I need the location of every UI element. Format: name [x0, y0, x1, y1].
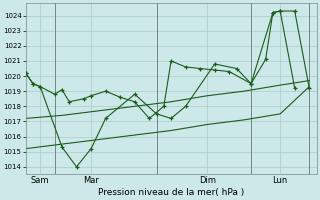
X-axis label: Pression niveau de la mer( hPa ): Pression niveau de la mer( hPa ): [98, 188, 244, 197]
